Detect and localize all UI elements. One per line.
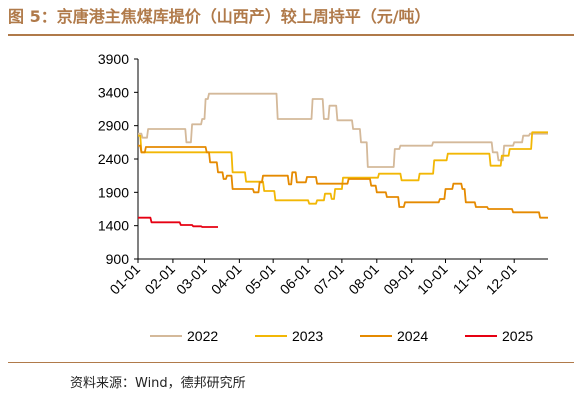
legend-label-2024: 2024	[397, 328, 428, 344]
y-tick-label: 3900	[98, 51, 129, 67]
x-tick-label: 06-01	[277, 261, 314, 298]
series-line-2025	[138, 216, 218, 228]
y-tick-label: 2900	[98, 118, 129, 134]
legend-label-2022: 2022	[187, 328, 218, 344]
source-rule	[8, 362, 574, 363]
x-axis: 01-0102-0103-0104-0105-0106-0107-0108-01…	[106, 258, 548, 298]
y-tick-label: 2400	[98, 151, 129, 167]
title-rule	[8, 34, 574, 36]
y-tick-label: 1900	[98, 184, 129, 200]
legend: 2022 2023 2024 2025	[150, 328, 533, 344]
x-tick-label: 08-01	[345, 261, 382, 298]
y-axis: 900 1400 1900 2400 2900 3400 3900	[98, 51, 139, 267]
chart: 900 1400 1900 2400 2900 3400 3900 01-0102-0103…	[98, 51, 548, 344]
series-line-2022	[138, 92, 548, 168]
x-tick-label: 11-01	[450, 261, 486, 297]
series-layer	[138, 92, 548, 228]
x-tick-label: 03-01	[173, 261, 210, 298]
x-tick-label: 05-01	[242, 261, 279, 298]
x-tick-label: 04-01	[208, 261, 245, 298]
x-tick-label: 12-01	[483, 261, 520, 298]
figure-title: 图 5：京唐港主焦煤库提价（山西产）较上周持平（元/吨）	[8, 7, 431, 26]
y-tick-label: 900	[106, 251, 130, 267]
x-tick-label: 02-01	[141, 261, 178, 298]
legend-label-2023: 2023	[292, 328, 323, 344]
source-note: 资料来源：Wind，德邦研究所	[70, 376, 246, 391]
y-tick-label: 3400	[98, 84, 129, 100]
y-tick-label: 1400	[98, 218, 129, 234]
series-line-2024	[138, 144, 548, 219]
legend-label-2025: 2025	[502, 328, 533, 344]
x-tick-label: 07-01	[310, 261, 347, 298]
x-tick-label: 10-01	[414, 261, 451, 298]
x-tick-label: 09-01	[380, 261, 417, 298]
